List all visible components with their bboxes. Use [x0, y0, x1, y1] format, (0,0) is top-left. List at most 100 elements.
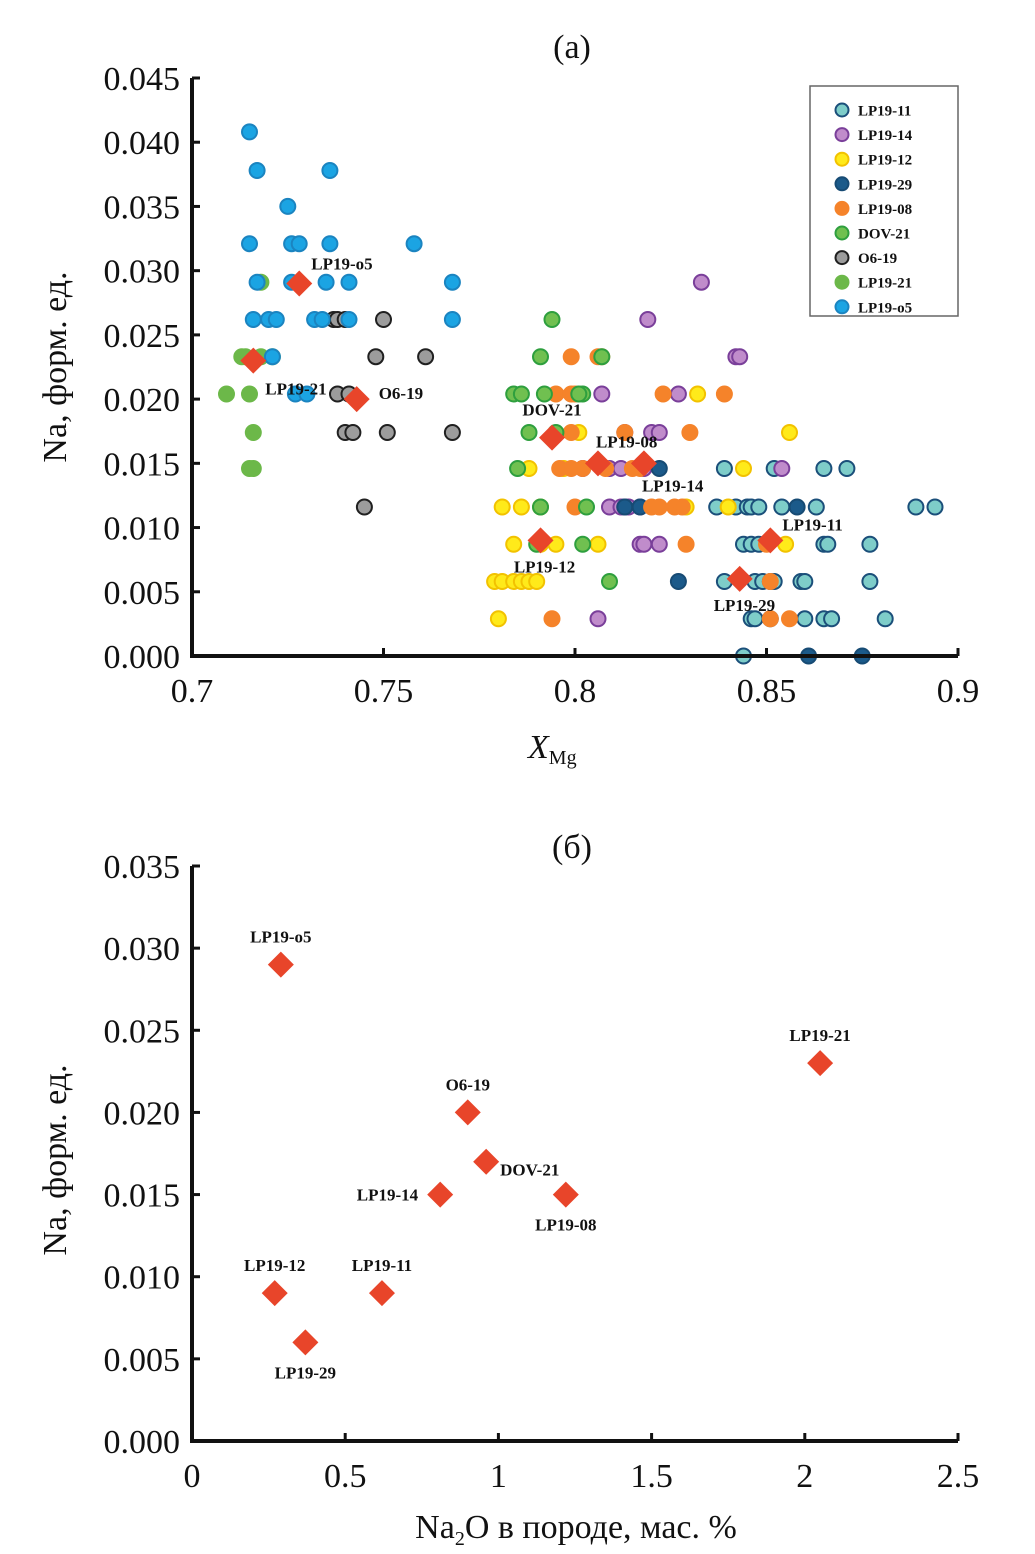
- data-point: [489, 610, 507, 628]
- x-tick-label: 1: [490, 1458, 507, 1495]
- panel-b-scatter-chart: (б) LP19-o5LP19-21O6-19DOV-21LP19-14LP19…: [37, 829, 979, 1550]
- mean-label: O6-19: [446, 1075, 490, 1094]
- x-tick-label: 0.5: [324, 1458, 367, 1495]
- legend-label: LP19-12: [858, 153, 912, 169]
- data-point: [543, 610, 561, 628]
- legend-label: LP19-21: [858, 276, 912, 292]
- data-point: [355, 498, 373, 516]
- mean-label: DOV-21: [522, 401, 581, 420]
- mean-label: LP19-08: [535, 1216, 596, 1235]
- mean-label: LP19-29: [714, 596, 775, 615]
- data-point: [735, 460, 752, 477]
- legend-label: LP19-14: [858, 128, 913, 144]
- data-point: [562, 424, 580, 441]
- data-point: [715, 460, 733, 477]
- data-point: [823, 610, 841, 628]
- y-tick-label: 0.010: [104, 1260, 181, 1297]
- mean-label: LP19-08: [596, 432, 657, 451]
- y-tick-label: 0.030: [104, 931, 181, 968]
- data-point: [926, 498, 944, 516]
- mean-marker-lp19-21: [240, 347, 267, 374]
- data-point: [417, 348, 435, 366]
- data-point: [520, 424, 538, 441]
- y-tick-label: 0.000: [104, 639, 181, 676]
- panel-b-axes: 0.000 0.005 0.010 0.015 0.020 0.025 0.030 0.035…: [104, 849, 980, 1495]
- legend-marker-lp19-o5: [834, 299, 850, 315]
- legend-marker-lp19-14: [834, 127, 850, 143]
- mean-marker-lp19-08: [552, 1181, 579, 1208]
- x-tick-label: 0: [184, 1458, 201, 1495]
- mean-marker-dov-21: [539, 424, 566, 451]
- panel-a-y-axis-title: Na, форм. ед.: [37, 271, 74, 462]
- data-point: [244, 311, 262, 328]
- x-tick-label: 0.8: [554, 673, 597, 710]
- data-point: [241, 235, 258, 253]
- y-tick-label: 0.030: [104, 254, 181, 291]
- data-point: [781, 610, 798, 628]
- data-point: [819, 535, 837, 553]
- data-point: [669, 385, 687, 403]
- data-point: [761, 573, 779, 590]
- data-point: [340, 311, 358, 328]
- mean-label: LP19-14: [642, 476, 704, 495]
- series-o6-19: [325, 311, 461, 516]
- mean-label: LP19-11: [782, 515, 842, 534]
- y-tick-label: 0.035: [104, 189, 181, 226]
- y-tick-label: 0.000: [104, 1424, 181, 1461]
- data-point: [681, 424, 699, 441]
- data-point: [673, 498, 691, 516]
- x-tick-label: 0.9: [937, 673, 980, 710]
- y-tick-label: 0.025: [104, 1013, 181, 1050]
- mean-label: LP19-21: [789, 1026, 850, 1045]
- data-point: [589, 535, 607, 553]
- data-point: [677, 535, 695, 553]
- mean-marker-lp19-o5: [286, 270, 313, 297]
- y-tick-label: 0.035: [104, 849, 181, 886]
- data-point: [298, 385, 316, 403]
- mean-label: LP19-14: [357, 1186, 419, 1205]
- data-point: [669, 573, 687, 590]
- data-point: [788, 498, 806, 516]
- x-title-part-2: O в породе, мас. %: [465, 1509, 737, 1546]
- data-point: [635, 535, 653, 553]
- legend-label: LP19-29: [858, 177, 912, 193]
- mean-label: O6-19: [379, 384, 423, 403]
- data-point: [317, 273, 335, 291]
- data-point: [570, 385, 588, 403]
- legend-marker-lp19-21: [834, 274, 850, 290]
- legend-marker-lp19-12: [834, 151, 850, 167]
- data-point: [715, 385, 733, 403]
- data-point: [650, 460, 668, 477]
- mean-label: LP19-29: [275, 1363, 336, 1382]
- mean-marker-lp19-o5: [267, 951, 294, 978]
- data-point: [344, 424, 362, 441]
- panel-a-x-axis-title: XMg: [526, 729, 577, 769]
- x-tick-label: 0.75: [354, 673, 414, 710]
- mean-marker-lp19-14: [630, 450, 657, 477]
- legend-marker-lp19-29: [834, 176, 850, 192]
- data-point: [248, 162, 266, 179]
- mean-marker-lp19-12: [261, 1280, 288, 1307]
- series-dov-21: [505, 311, 618, 590]
- data-point: [907, 498, 925, 516]
- data-point: [781, 424, 798, 441]
- panel-a-mean-points: LP19-o5 LP19-21 O6-19 DOV-21 LP19-08 LP19-14 L…: [240, 255, 843, 615]
- data-point: [807, 498, 825, 516]
- x-tick-label: 2: [796, 1458, 813, 1495]
- legend-label: LP19-08: [858, 202, 912, 218]
- legend-marker-lp19-11: [834, 102, 850, 118]
- y-tick-label: 0.020: [104, 382, 181, 419]
- data-point: [505, 535, 523, 553]
- data-point: [773, 498, 791, 516]
- data-point: [375, 311, 392, 328]
- data-point: [593, 385, 611, 403]
- data-point: [218, 385, 235, 403]
- data-point: [248, 273, 266, 291]
- x-tick-label: 0.85: [737, 673, 797, 710]
- data-point: [443, 424, 461, 441]
- x-tick-label: 0.7: [171, 673, 214, 710]
- data-point: [692, 273, 710, 291]
- data-point: [290, 235, 308, 253]
- data-point: [543, 311, 561, 328]
